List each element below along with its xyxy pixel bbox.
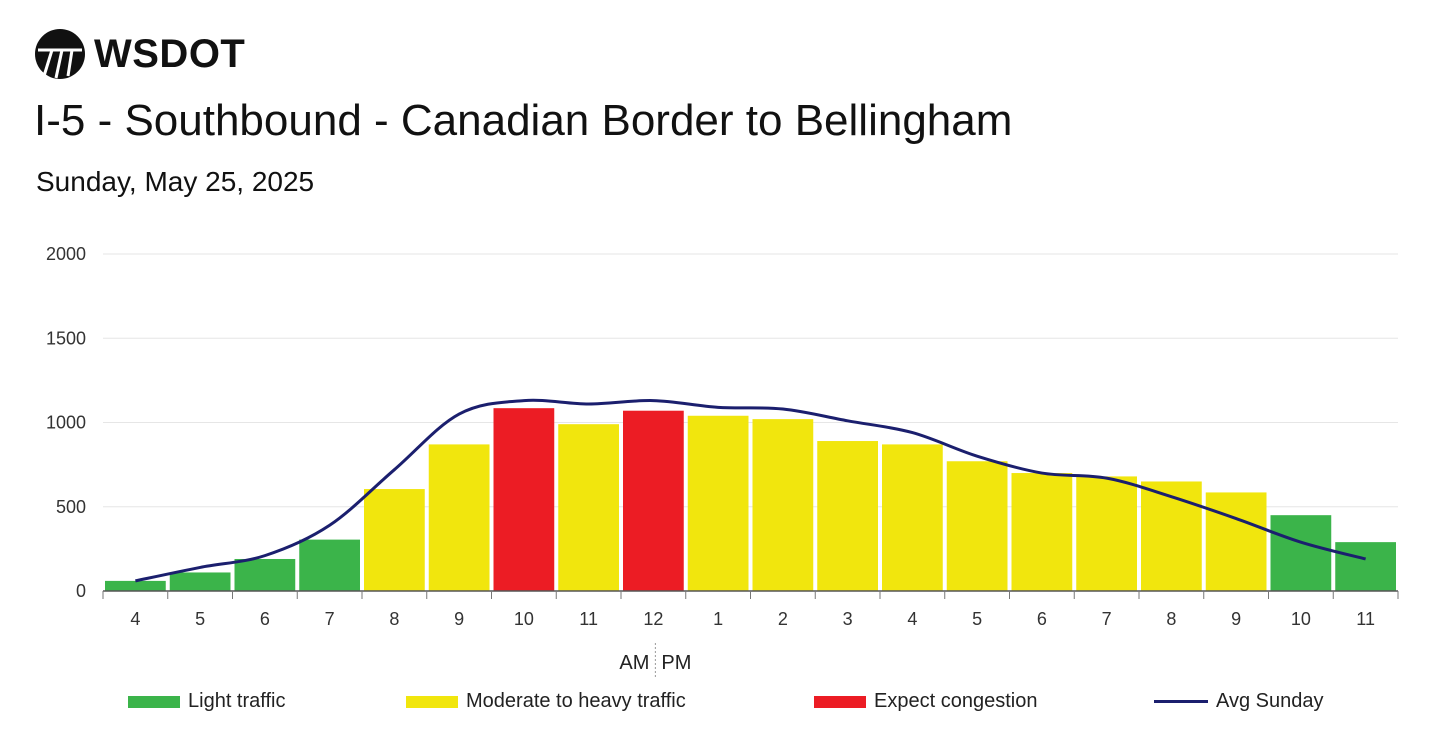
bar-moderate: [1076, 476, 1137, 591]
x-tick-label: 7: [325, 609, 335, 629]
legend-item-avg: Avg Sunday: [1154, 690, 1324, 713]
bar-moderate: [687, 415, 749, 591]
bar-moderate: [817, 441, 878, 591]
bar-light: [105, 580, 166, 591]
pm-label: PM: [661, 652, 691, 674]
bar-light: [234, 558, 296, 591]
x-tick-label: 6: [260, 609, 270, 629]
legend-label-avg: Avg Sunday: [1216, 690, 1324, 712]
x-tick-label: 1: [713, 609, 723, 629]
bar-moderate: [558, 424, 619, 591]
bar-light: [1270, 515, 1332, 591]
bar-light: [299, 539, 360, 591]
legend-label-moderate: Moderate to heavy traffic: [466, 690, 686, 712]
x-tick-label: 12: [643, 609, 663, 629]
y-tick-label: 0: [76, 581, 86, 601]
x-tick-label: 10: [514, 609, 534, 629]
y-tick-label: 1500: [46, 328, 86, 348]
y-tick-label: 500: [56, 497, 86, 517]
x-tick-label: 7: [1102, 609, 1112, 629]
bar-moderate: [1011, 473, 1073, 591]
x-tick-label: 2: [778, 609, 788, 629]
x-tick-label: 11: [1356, 609, 1375, 629]
legend-item-congestion: Expect congestion: [814, 690, 1037, 713]
x-tick-label: 4: [130, 609, 140, 629]
bar-moderate: [1141, 481, 1202, 591]
bar-moderate: [882, 444, 943, 591]
wsdot-road-logo-icon: [35, 29, 85, 79]
legend-label-congestion: Expect congestion: [874, 690, 1038, 712]
bar-moderate: [752, 419, 814, 591]
wsdot-logo: WSDOT: [34, 28, 245, 80]
x-tick-label: 3: [843, 609, 853, 629]
avg-sunday-line: [135, 398, 1367, 583]
bar-light: [1335, 542, 1396, 591]
page-title: I-5 - Southbound - Canadian Border to Be…: [34, 96, 1013, 145]
x-tick-label: 10: [1291, 609, 1311, 629]
legend-swatch-light: [128, 695, 180, 708]
bar-congestion: [623, 410, 684, 591]
bar-moderate: [428, 444, 490, 591]
x-tick-label: 6: [1037, 609, 1047, 629]
y-tick-label: 2000: [46, 244, 86, 264]
x-tick-label: 9: [1231, 609, 1241, 629]
x-tick-label: 4: [907, 609, 917, 629]
bar-moderate: [946, 461, 1008, 591]
legend-swatch-congestion: [814, 695, 866, 708]
y-tick-label: 1000: [46, 413, 86, 433]
x-tick-label: 8: [389, 609, 399, 629]
legend-label-light: Light traffic: [188, 690, 286, 712]
x-tick-label: 5: [195, 609, 205, 629]
bar-congestion: [493, 408, 555, 591]
x-tick-label: 11: [579, 609, 598, 629]
bar-light: [169, 572, 231, 591]
legend-swatch-avg: [1154, 700, 1208, 703]
chart-legend: Light traffic Moderate to heavy traffic …: [0, 690, 1440, 720]
page-subtitle: Sunday, May 25, 2025: [36, 166, 315, 197]
legend-item-light: Light traffic: [128, 690, 285, 713]
am-label: AM: [619, 652, 649, 674]
x-tick-label: 8: [1166, 609, 1176, 629]
legend-swatch-moderate: [406, 695, 458, 708]
bar-moderate: [364, 489, 425, 591]
x-tick-label: 9: [454, 609, 464, 629]
x-tick-label: 5: [972, 609, 982, 629]
legend-item-moderate: Moderate to heavy traffic: [406, 690, 686, 713]
bar-moderate: [1205, 492, 1267, 591]
logo-text: WSDOT: [94, 31, 246, 76]
